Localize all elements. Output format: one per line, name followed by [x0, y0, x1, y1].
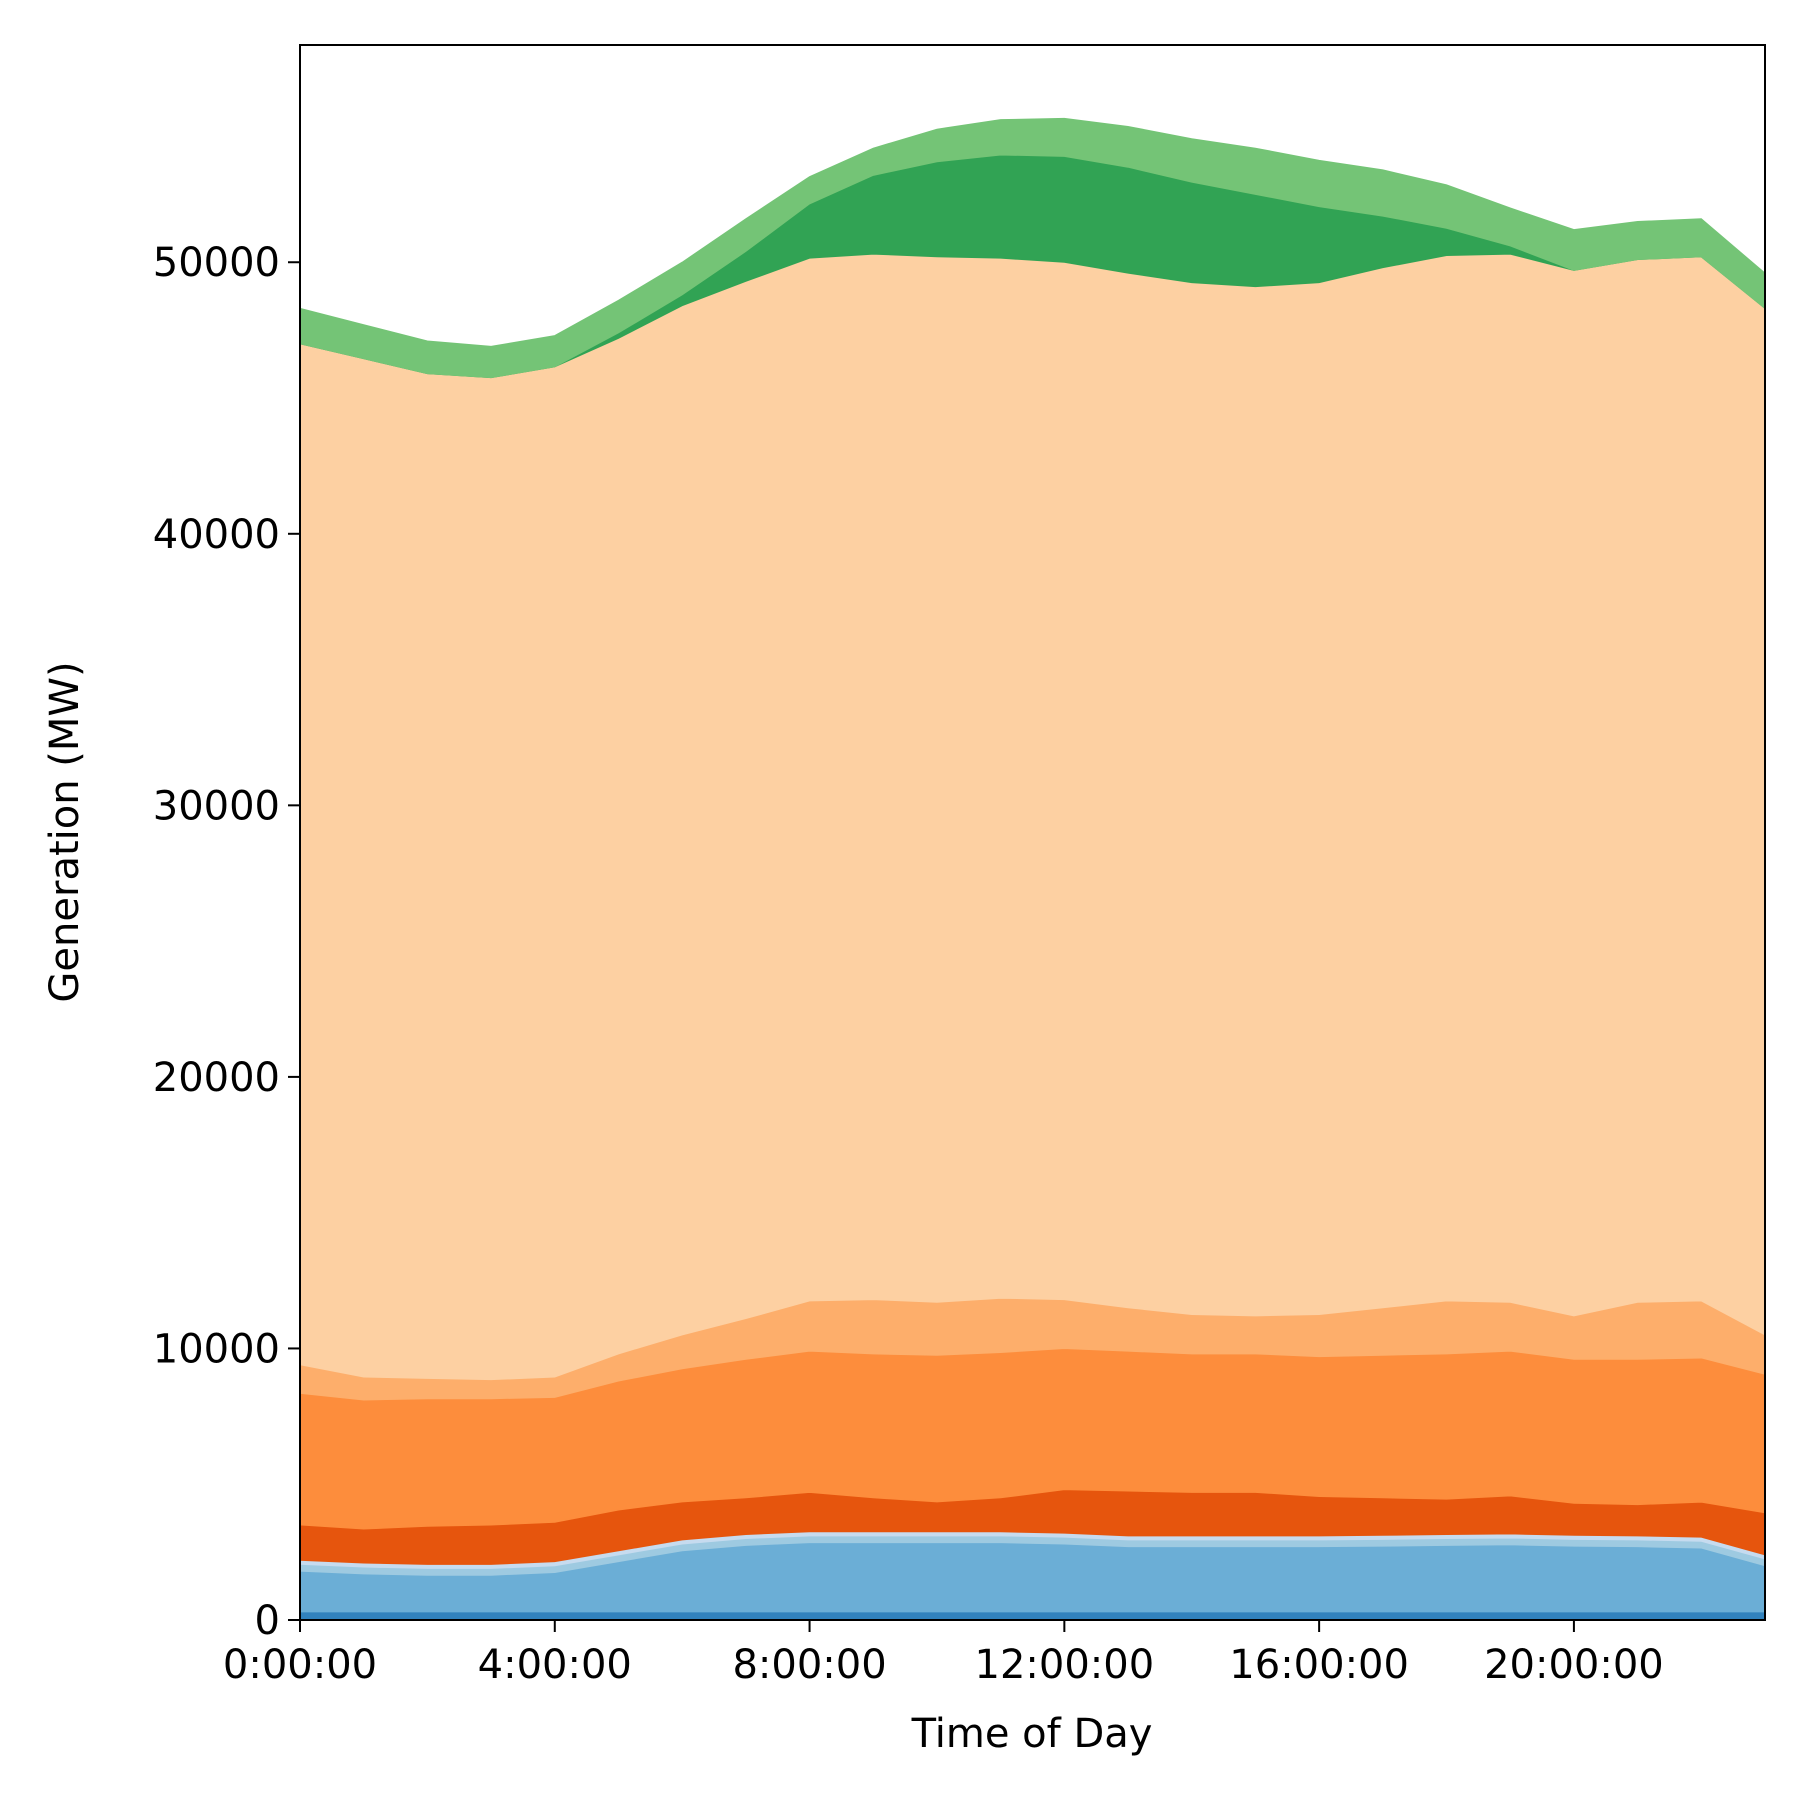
- area-series-8: [299, 253, 1766, 1381]
- y-tick-label: 20000: [153, 1055, 280, 1101]
- area-series-1: [299, 1611, 1766, 1621]
- y-axis-label: Generation (MW): [42, 661, 88, 1002]
- x-tick-label: 4:00:00: [478, 1642, 632, 1688]
- x-tick-label: 20:00:00: [1484, 1642, 1664, 1688]
- y-tick-label: 40000: [153, 512, 280, 558]
- y-tick-label: 10000: [153, 1326, 280, 1372]
- y-tick-label: 30000: [153, 783, 280, 829]
- y-axis-ticks: 0 10000 20000 30000 40000 50000: [153, 240, 300, 1644]
- y-tick-label: 0: [255, 1598, 280, 1644]
- y-tick-label: 50000: [153, 240, 280, 286]
- x-axis-ticks: 0:00:00 4:00:00 8:00:00 12:00:00 16:00:00 20:…: [223, 1620, 1664, 1688]
- x-tick-label: 12:00:00: [975, 1642, 1155, 1688]
- x-tick-label: 0:00:00: [223, 1642, 377, 1688]
- x-tick-label: 16:00:00: [1229, 1642, 1409, 1688]
- plot-frame: [299, 44, 1766, 1621]
- x-axis-label: Time of Day: [911, 1711, 1153, 1757]
- area-layers: [299, 117, 1766, 1621]
- x-tick-label: 8:00:00: [732, 1642, 886, 1688]
